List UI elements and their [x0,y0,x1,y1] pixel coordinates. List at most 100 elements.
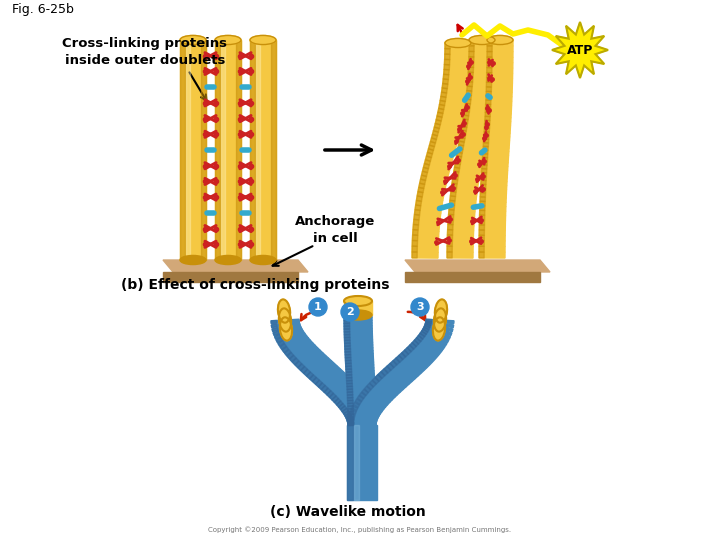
Polygon shape [438,109,464,118]
Polygon shape [347,394,375,398]
Polygon shape [345,402,371,418]
Polygon shape [426,156,451,167]
Bar [344,301,372,315]
Polygon shape [467,77,473,82]
Polygon shape [346,366,351,369]
Polygon shape [451,192,456,197]
Polygon shape [442,83,448,89]
Ellipse shape [433,318,445,341]
Polygon shape [414,214,440,222]
Polygon shape [480,193,485,197]
Polygon shape [372,377,395,400]
Polygon shape [447,240,452,246]
Polygon shape [345,355,351,357]
Polygon shape [343,410,350,416]
Polygon shape [462,123,488,131]
Polygon shape [486,91,512,97]
Text: (c) Wavelike motion: (c) Wavelike motion [270,505,426,519]
Polygon shape [445,43,450,49]
Polygon shape [346,380,374,384]
Polygon shape [433,127,459,137]
Polygon shape [421,329,447,346]
Polygon shape [484,135,489,139]
Polygon shape [348,422,354,424]
Polygon shape [487,77,513,83]
Polygon shape [456,156,482,164]
Polygon shape [304,369,310,376]
Polygon shape [347,397,375,401]
Polygon shape [282,333,307,353]
Polygon shape [347,386,353,389]
Polygon shape [487,46,492,52]
Polygon shape [439,100,446,105]
Polygon shape [344,323,350,326]
Polygon shape [459,138,465,142]
Polygon shape [338,403,345,409]
Polygon shape [421,171,428,177]
Polygon shape [348,403,354,406]
Polygon shape [469,62,495,69]
Polygon shape [458,145,464,150]
Polygon shape [428,149,454,159]
Polygon shape [452,179,458,184]
Polygon shape [271,324,277,328]
Polygon shape [413,235,438,242]
Polygon shape [483,139,510,144]
Polygon shape [163,260,308,272]
Polygon shape [485,112,511,118]
Polygon shape [425,323,452,335]
Polygon shape [357,395,382,414]
Polygon shape [364,386,371,393]
Polygon shape [381,369,403,392]
Polygon shape [453,175,459,180]
Polygon shape [482,154,488,158]
Polygon shape [459,141,485,150]
Polygon shape [485,104,512,110]
Polygon shape [469,40,474,46]
Polygon shape [467,86,472,91]
Polygon shape [417,192,444,200]
Text: Anchorage
in cell: Anchorage in cell [295,215,375,245]
Polygon shape [416,196,422,201]
Polygon shape [480,206,506,211]
Polygon shape [449,205,454,210]
Ellipse shape [435,299,447,323]
Polygon shape [348,422,354,425]
Polygon shape [412,340,435,362]
Polygon shape [431,134,457,145]
Polygon shape [485,116,511,122]
Polygon shape [463,115,469,120]
Polygon shape [481,184,486,188]
Polygon shape [318,383,325,389]
Polygon shape [482,150,509,156]
Polygon shape [425,323,431,328]
Bar [215,40,220,260]
Polygon shape [424,325,451,339]
Polygon shape [448,219,454,225]
Polygon shape [444,64,470,71]
Polygon shape [345,339,373,343]
Polygon shape [484,132,490,136]
Ellipse shape [445,38,471,48]
Polygon shape [330,393,336,400]
Polygon shape [434,124,461,133]
Polygon shape [324,372,346,395]
Polygon shape [487,51,513,57]
Bar [186,40,190,260]
Polygon shape [469,57,495,63]
Bar [250,40,276,260]
Polygon shape [486,82,513,87]
Polygon shape [321,386,328,392]
Polygon shape [348,400,354,403]
Ellipse shape [250,36,276,45]
Polygon shape [346,365,374,369]
Polygon shape [310,358,331,381]
Polygon shape [464,103,491,111]
Polygon shape [282,347,289,353]
Polygon shape [315,380,323,387]
Polygon shape [464,107,490,115]
Polygon shape [327,375,349,397]
Polygon shape [348,414,376,417]
Polygon shape [459,141,464,146]
Polygon shape [345,348,373,352]
